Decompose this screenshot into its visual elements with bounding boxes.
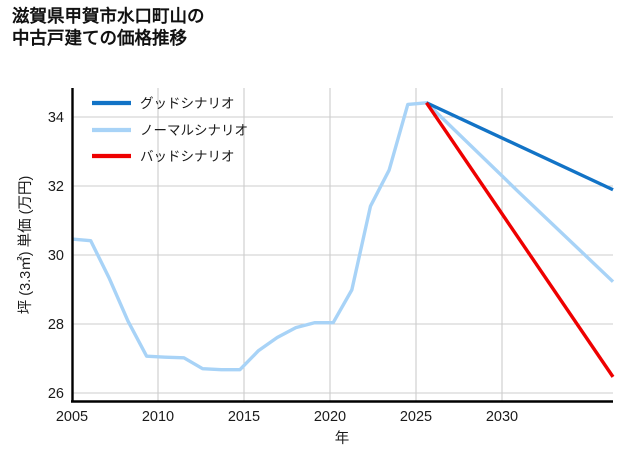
x-tick-label-2010: 2010 [142, 409, 174, 425]
y-tick-label-28: 28 [48, 317, 64, 333]
series-line-normal [71, 101, 615, 372]
y-axis-title: 坪 (3.3㎡) 単価 (万円) [17, 176, 34, 315]
x-tick-label-2020: 2020 [314, 409, 346, 425]
y-tick-label-32: 32 [48, 179, 64, 195]
chart-title-line-2: 中古戸建ての価格推移 [12, 28, 187, 49]
x-tick-label-2025: 2025 [400, 409, 432, 425]
y-tick-label-26: 26 [48, 386, 64, 402]
series-line-bad [425, 101, 615, 378]
chart-title: 滋賀県甲賀市水口町山の 中古戸建ての価格推移 [12, 5, 205, 50]
legend-label-good: グッドシナリオ [140, 96, 235, 111]
axis-frame [71, 88, 613, 403]
legend-label-normal: ノーマルシナリオ [140, 123, 248, 138]
legend: グッドシナリオ ノーマルシナリオ バッドシナリオ [92, 96, 248, 164]
legend-label-bad: バッドシナリオ [140, 149, 235, 164]
x-tick-labels: 2005 2010 2015 2020 2025 2030 [56, 409, 518, 425]
x-tick-label-2005: 2005 [56, 409, 88, 425]
plot-series-group [71, 101, 615, 378]
y-tick-label-30: 30 [48, 248, 64, 264]
gridlines-group [71, 88, 613, 401]
x-tick-label-2015: 2015 [228, 409, 260, 425]
x-axis-title: 年 [335, 430, 350, 447]
y-tick-label-34: 34 [48, 110, 64, 126]
series-line-good [425, 101, 614, 192]
x-tick-label-2030: 2030 [486, 409, 518, 425]
y-tick-labels: 34 32 30 28 26 [48, 110, 64, 402]
chart-title-line-1: 滋賀県甲賀市水口町山の [12, 6, 205, 26]
